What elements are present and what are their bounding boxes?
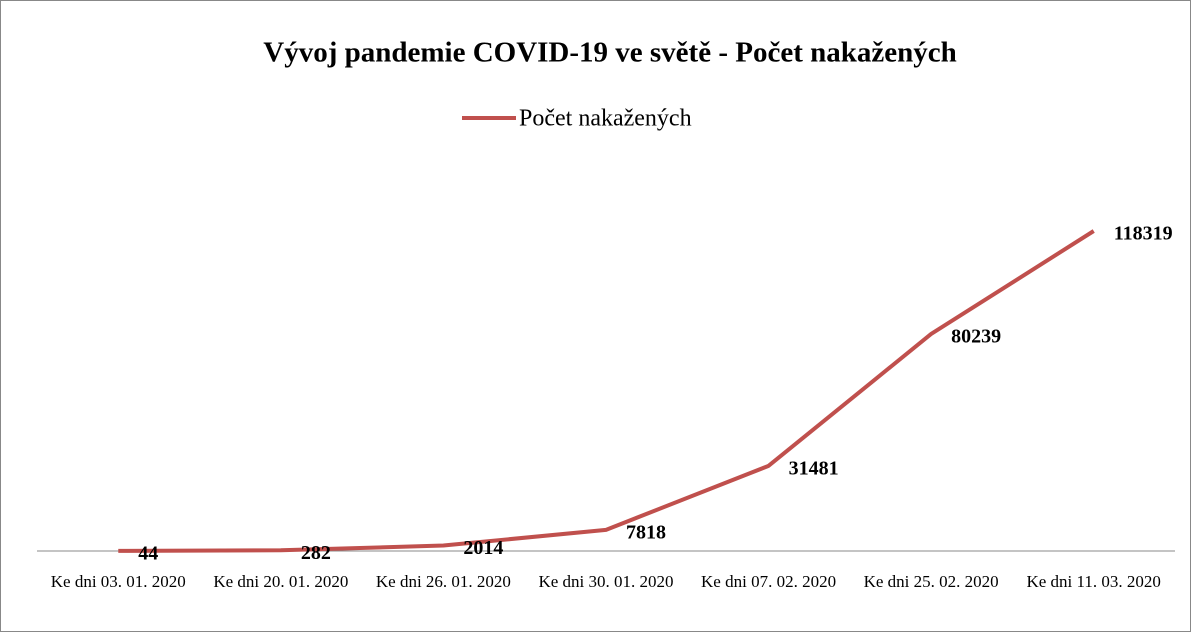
x-tick-label: Ke dni 20. 01. 2020	[213, 572, 349, 591]
data-label: 31481	[789, 457, 839, 479]
data-label: 118319	[1114, 223, 1173, 245]
data-label: 282	[301, 542, 331, 564]
legend-label: Počet nakažených	[519, 106, 692, 132]
data-label: 7818	[626, 521, 666, 543]
x-tick-label: Ke dni 25. 02. 2020	[863, 572, 999, 591]
x-tick-label: Ke dni 03. 01. 2020	[50, 572, 186, 591]
x-tick-label: Ke dni 07. 02. 2020	[701, 572, 837, 591]
x-tick-label: Ke dni 26. 01. 2020	[375, 572, 511, 591]
data-label: 44	[138, 542, 158, 564]
data-label: 80239	[951, 326, 1001, 348]
line	[118, 229, 1095, 553]
x-tick-label: Ke dni 11. 03. 2020	[1026, 572, 1161, 591]
x-tick-label: Ke dni 30. 01. 2020	[538, 572, 674, 591]
chart-title: Vývoj pandemie COVID-19 ve světě - Počet…	[263, 37, 956, 69]
data-label: 2014	[463, 537, 503, 559]
